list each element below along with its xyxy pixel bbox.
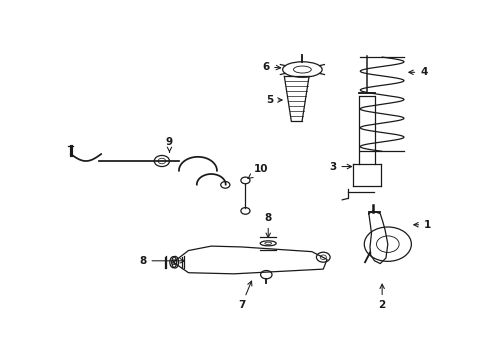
Text: 2: 2 [378, 284, 386, 310]
Text: 8: 8 [139, 256, 185, 266]
Text: 3: 3 [329, 162, 352, 172]
Text: 5: 5 [266, 95, 282, 105]
Text: 4: 4 [409, 67, 428, 77]
Text: 9: 9 [166, 136, 173, 152]
Text: 8: 8 [265, 213, 272, 238]
Text: 10: 10 [248, 164, 268, 179]
Text: 7: 7 [238, 281, 252, 310]
Text: 6: 6 [262, 62, 281, 72]
Text: 1: 1 [414, 220, 431, 230]
